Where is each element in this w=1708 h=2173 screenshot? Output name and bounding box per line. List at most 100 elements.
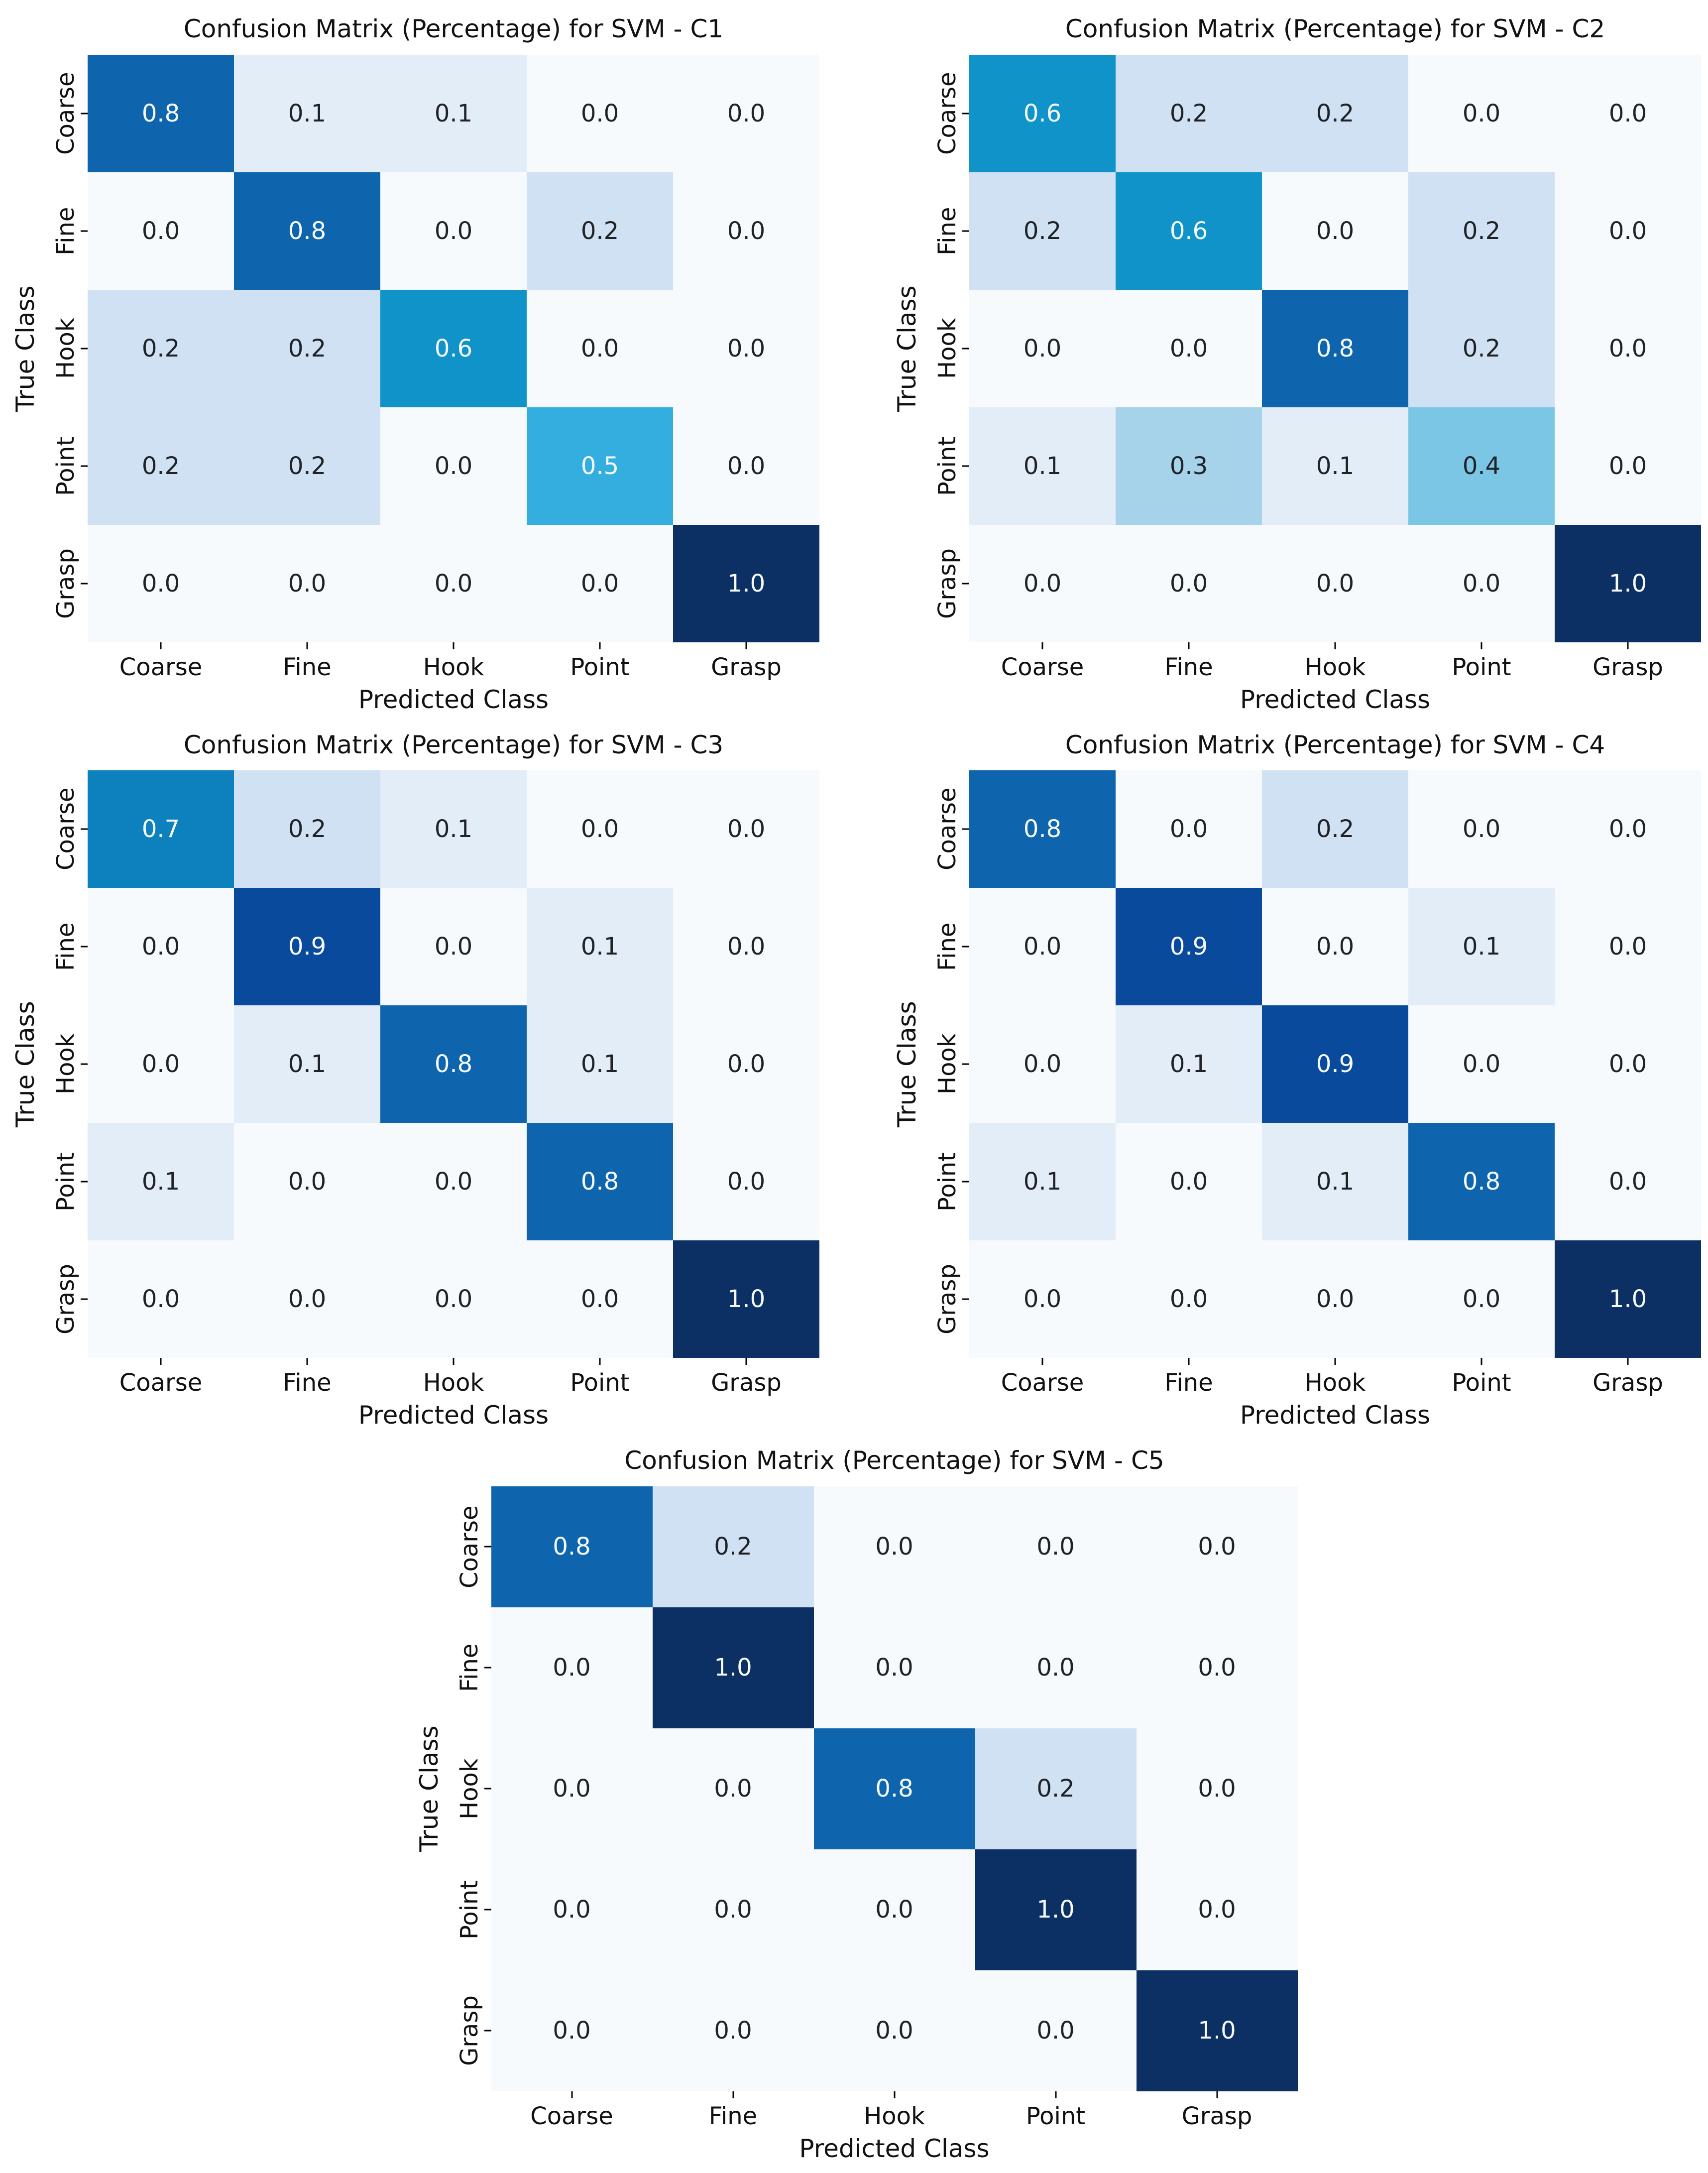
matrix-cell: 0.2 <box>88 289 234 407</box>
matrix-cell: 0.0 <box>975 1486 1137 1607</box>
y-tick-labels: Coarse Fine Hook Point Grasp <box>925 55 969 642</box>
y-tick-mark <box>484 2030 491 2032</box>
matrix-cell: 0.1 <box>380 54 527 172</box>
matrix-cell: 0.8 <box>380 1005 527 1123</box>
matrix-cell: 0.0 <box>1555 888 1701 1005</box>
chart-title: Confusion Matrix (Percentage) for SVM - … <box>624 1446 1164 1475</box>
chart-title: Confusion Matrix (Percentage) for SVM - … <box>1065 730 1605 759</box>
matrix-cell: 1.0 <box>1136 1970 1298 2091</box>
matrix-cell: 0.2 <box>1262 54 1408 172</box>
figure-row-2: Confusion Matrix (Percentage) for SVM - … <box>7 730 1701 1430</box>
matrix-cell: 0.2 <box>234 770 380 888</box>
matrix-cell: 0.0 <box>1555 1123 1701 1240</box>
matrix-cell: 0.0 <box>234 1240 380 1358</box>
y-tick-mark <box>962 230 969 232</box>
y-tick-mark <box>962 113 969 114</box>
matrix-cell: 0.0 <box>1555 172 1701 290</box>
y-tick-mark <box>962 348 969 349</box>
y-tick-labels: Coarse Fine Hook Point Grasp <box>448 1486 491 2091</box>
x-tick-label: Fine <box>234 642 380 681</box>
matrix-cell: 0.0 <box>1408 524 1555 642</box>
y-tick-mark <box>81 113 88 114</box>
matrix-cell: 0.1 <box>234 54 380 172</box>
matrix-cell: 0.1 <box>969 407 1116 525</box>
matrix-cell: 0.0 <box>969 289 1116 407</box>
matrix-cell: 0.1 <box>88 1123 234 1240</box>
y-tick-mark <box>81 1298 88 1300</box>
x-tick-label: Coarse <box>491 2091 653 2130</box>
matrix-cell: 0.0 <box>1262 888 1408 1005</box>
x-tick-label: Point <box>975 2091 1137 2130</box>
matrix-cell: 0.0 <box>1262 524 1408 642</box>
matrix-cell: 0.0 <box>1555 289 1701 407</box>
y-tick-mark <box>81 1181 88 1183</box>
y-tick-labels: Coarse Fine Hook Point Grasp <box>44 770 88 1358</box>
matrix-cell: 0.8 <box>1262 289 1408 407</box>
matrix-cell: 1.0 <box>673 524 819 642</box>
matrix-cell: 0.2 <box>234 407 380 525</box>
matrix-cell: 0.0 <box>813 1607 975 1728</box>
matrix-cell: 0.8 <box>1408 1123 1555 1240</box>
plot-area: True Class Coarse Fine Hook Point Grasp 0.8 0… <box>889 770 1701 1358</box>
y-tick-mark <box>484 1667 491 1669</box>
matrix-cell: 0.6 <box>380 289 527 407</box>
y-tick-mark <box>81 348 88 349</box>
x-tick-label: Hook <box>1262 642 1408 681</box>
matrix-cell: 0.0 <box>234 524 380 642</box>
x-tick-labels: Coarse Fine Hook Point Grasp <box>88 1358 819 1397</box>
x-axis-label: Predicted Class <box>799 2134 990 2163</box>
matrix-cell: 0.0 <box>1555 407 1701 525</box>
matrix-cell: 0.0 <box>380 888 527 1005</box>
figure-row-3: Confusion Matrix (Percentage) for SVM - … <box>7 1446 1701 2163</box>
matrix-cell: 0.8 <box>527 1123 673 1240</box>
y-axis-label: True Class <box>893 1001 921 1127</box>
matrix-cell: 0.0 <box>527 770 673 888</box>
matrix-cell: 0.0 <box>491 1728 653 1849</box>
matrix-cell: 0.0 <box>88 524 234 642</box>
matrix-cell: 0.2 <box>88 407 234 525</box>
matrix-cell: 0.0 <box>1136 1728 1298 1849</box>
confusion-matrix-c5: Confusion Matrix (Percentage) for SVM - … <box>411 1446 1298 2163</box>
x-tick-label: Point <box>1408 642 1555 681</box>
plot-area: True Class Coarse Fine Hook Point Grasp 0.8 0… <box>411 1486 1298 2091</box>
y-axis-label: True Class <box>893 285 921 412</box>
matrix-cell: 0.6 <box>1116 172 1262 290</box>
chart-title: Confusion Matrix (Percentage) for SVM - … <box>183 730 724 759</box>
x-tick-label: Grasp <box>1555 642 1701 681</box>
matrix-cell: 0.2 <box>1116 54 1262 172</box>
matrix-cell: 0.0 <box>673 1005 819 1123</box>
matrix-cell: 1.0 <box>975 1849 1137 1970</box>
chart-title: Confusion Matrix (Percentage) for SVM - … <box>183 14 724 43</box>
y-axis-label: True Class <box>11 285 40 412</box>
matrix-cell: 0.0 <box>1116 524 1262 642</box>
matrix-cell: 0.8 <box>88 54 234 172</box>
y-tick-labels: Coarse Fine Hook Point Grasp <box>925 770 969 1358</box>
figure-row-1: Confusion Matrix (Percentage) for SVM - … <box>7 14 1701 714</box>
x-tick-label: Point <box>1408 1358 1555 1397</box>
matrix-cell: 0.2 <box>234 289 380 407</box>
x-tick-label: Grasp <box>1555 1358 1701 1397</box>
y-tick-mark <box>962 465 969 467</box>
x-tick-label: Fine <box>1116 642 1262 681</box>
y-axis-label: True Class <box>414 1725 444 1852</box>
matrix-cell: 0.1 <box>969 1123 1116 1240</box>
plot-area: True Class Coarse Fine Hook Point Grasp 0.8 0… <box>7 54 819 642</box>
x-axis-label: Predicted Class <box>358 1401 549 1430</box>
matrix-cell: 0.0 <box>652 1728 814 1849</box>
matrix-cell: 0.0 <box>1116 1240 1262 1358</box>
matrix-cell: 1.0 <box>652 1607 814 1728</box>
x-tick-label: Fine <box>1116 1358 1262 1397</box>
matrix-cell: 0.0 <box>88 888 234 1005</box>
x-tick-label: Fine <box>234 1358 380 1397</box>
matrix-cell: 0.0 <box>1116 770 1262 888</box>
x-tick-label: Grasp <box>673 1358 819 1397</box>
y-tick-mark <box>962 1063 969 1065</box>
matrix-cell: 0.1 <box>527 888 673 1005</box>
matrix-cell: 0.0 <box>88 172 234 290</box>
matrix-cell: 0.1 <box>380 770 527 888</box>
x-tick-labels: Coarse Fine Hook Point Grasp <box>969 1358 1701 1397</box>
y-tick-mark <box>81 946 88 948</box>
y-tick-mark <box>962 828 969 830</box>
matrix-cell: 0.0 <box>673 172 819 290</box>
